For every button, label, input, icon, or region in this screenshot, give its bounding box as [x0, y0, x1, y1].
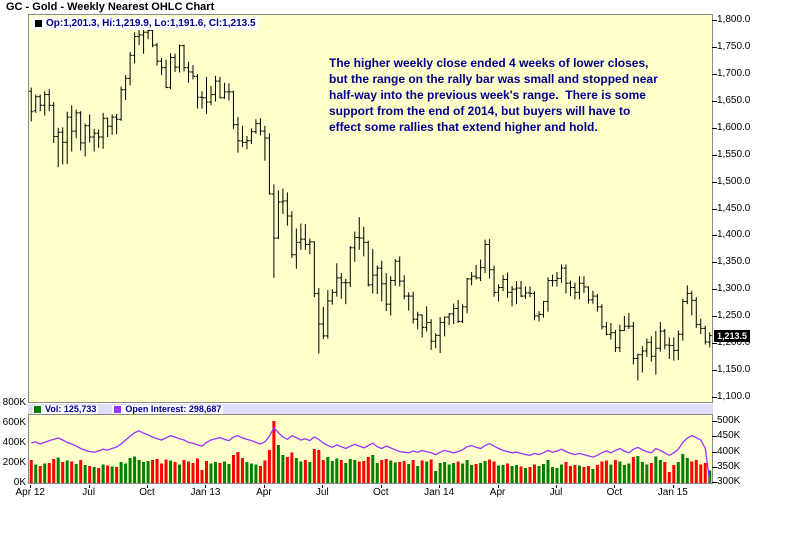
price-axis-label: 1,700.0	[717, 68, 751, 79]
x-axis-label: Apr	[256, 487, 272, 498]
axis-tick	[712, 182, 717, 183]
axis-tick	[439, 485, 440, 488]
axis-tick	[712, 289, 717, 290]
axis-tick	[712, 316, 717, 317]
oi-axis-label: 500K	[717, 415, 741, 426]
axis-tick	[712, 128, 717, 129]
volume-legend: Vol: 125,733	[32, 403, 99, 414]
volume-legend-label: Vol: 125,733	[45, 403, 97, 414]
axis-tick	[556, 485, 557, 488]
price-axis-label: 1,150.0	[717, 364, 751, 375]
annotation-line: half-way into the previous week's range.…	[329, 88, 646, 102]
x-axis-label: Oct	[139, 487, 155, 498]
axis-tick	[381, 485, 382, 488]
volume-axis-label: 0K	[13, 477, 26, 488]
open-interest-legend: Open Interest: 298,687	[112, 403, 224, 414]
axis-tick	[712, 370, 717, 371]
price-axis-label: 1,250.0	[717, 310, 751, 321]
x-axis-label: Apr	[489, 487, 506, 498]
axis-tick	[712, 436, 717, 437]
price-axis-label: 1,800.0	[717, 14, 751, 25]
price-axis-label: 1,300.0	[717, 283, 751, 294]
axis-tick	[712, 467, 717, 468]
volume-axis-label: 600K	[2, 417, 26, 428]
oi-axis-label: 350K	[717, 461, 741, 472]
axis-tick	[712, 397, 717, 398]
axis-tick	[147, 485, 148, 488]
open-interest-legend-swatch	[114, 405, 122, 413]
volume-legend-swatch	[34, 405, 41, 413]
x-axis-label: Oct	[372, 487, 389, 498]
volume-axis-label: 400K	[2, 437, 26, 448]
price-chart-canvas	[29, 22, 712, 381]
ohlc-legend: Op:1,201.3, Hi:1,219.9, Lo:1,191.6, Cl:1…	[32, 17, 259, 30]
axis-tick	[712, 101, 717, 102]
x-axis-label: Jul	[82, 487, 96, 498]
axis-tick	[712, 482, 717, 483]
price-axis-label: 1,400.0	[717, 229, 751, 240]
axis-tick	[712, 262, 717, 263]
axis-tick	[30, 485, 31, 488]
ohlc-bars	[29, 22, 712, 381]
price-axis-label: 1,500.0	[717, 176, 751, 187]
x-axis-label: Jul	[315, 487, 329, 498]
price-axis-label: 1,550.0	[717, 149, 751, 160]
open-interest-line	[31, 426, 711, 483]
axis-tick	[614, 485, 615, 488]
oi-axis-label: 450K	[717, 430, 741, 441]
chart-annotation: The higher weekly close ended 4 weeks of…	[329, 55, 658, 135]
annotation-line: The higher weekly close ended 4 weeks of…	[329, 56, 649, 70]
volume-axis-label: 800K	[2, 397, 26, 408]
lower-panel-header: Vol: 125,733 Open Interest: 298,687	[28, 404, 713, 414]
x-axis-label: Jan 15	[657, 487, 688, 498]
x-axis-label: Jul	[549, 487, 563, 498]
axis-tick	[712, 155, 717, 156]
axis-tick	[712, 235, 717, 236]
ohlc-legend-swatch	[35, 20, 42, 27]
axis-tick	[712, 452, 717, 453]
annotation-line: effect some rallies that extend higher a…	[329, 120, 598, 134]
open-interest-legend-label: Open Interest: 298,687	[125, 403, 222, 414]
x-axis-label: Jan 14	[424, 487, 455, 498]
axis-tick	[712, 74, 717, 75]
axis-tick	[712, 209, 717, 210]
axis-tick	[264, 485, 265, 488]
volume-chart-canvas	[29, 421, 712, 483]
x-axis-label: Jan 13	[190, 487, 221, 498]
axis-tick	[712, 47, 717, 48]
axis-tick	[498, 485, 499, 488]
volume-axis-label: 200K	[2, 457, 26, 468]
oi-axis-label: 300K	[717, 476, 741, 487]
price-axis-label: 1,100.0	[717, 391, 751, 402]
price-panel: Op:1,201.3, Hi:1,219.9, Lo:1,191.6, Cl:1…	[28, 14, 713, 403]
volume-bars	[29, 421, 712, 483]
chart-title: GC - Gold - Weekly Nearest OHLC Chart	[6, 1, 215, 13]
axis-tick	[673, 485, 674, 488]
price-axis-label: 1,450.0	[717, 203, 751, 214]
axis-tick	[712, 20, 717, 21]
x-axis-label: Oct	[606, 487, 623, 498]
axis-tick	[89, 485, 90, 488]
x-axis-label: Apr 12	[15, 487, 45, 498]
price-axis-label: 1,650.0	[717, 95, 751, 106]
oi-axis-label: 400K	[717, 446, 741, 457]
volume-panel	[28, 414, 713, 484]
annotation-line: support from the end of 2014, but buyers…	[329, 104, 631, 118]
axis-tick	[322, 485, 323, 488]
current-price-tag: 1,213.5	[714, 330, 751, 342]
axis-tick	[712, 421, 717, 422]
axis-tick	[205, 485, 206, 488]
ohlc-legend-label: Op:1,201.3, Hi:1,219.9, Lo:1,191.6, Cl:1…	[46, 18, 256, 29]
annotation-line: but the range on the rally bar was small…	[329, 72, 658, 86]
price-axis-label: 1,200.0	[717, 337, 751, 348]
price-axis-label: 1,600.0	[717, 122, 751, 133]
price-axis-label: 1,350.0	[717, 256, 751, 267]
axis-tick	[712, 343, 717, 344]
price-axis-label: 1,750.0	[717, 41, 751, 52]
